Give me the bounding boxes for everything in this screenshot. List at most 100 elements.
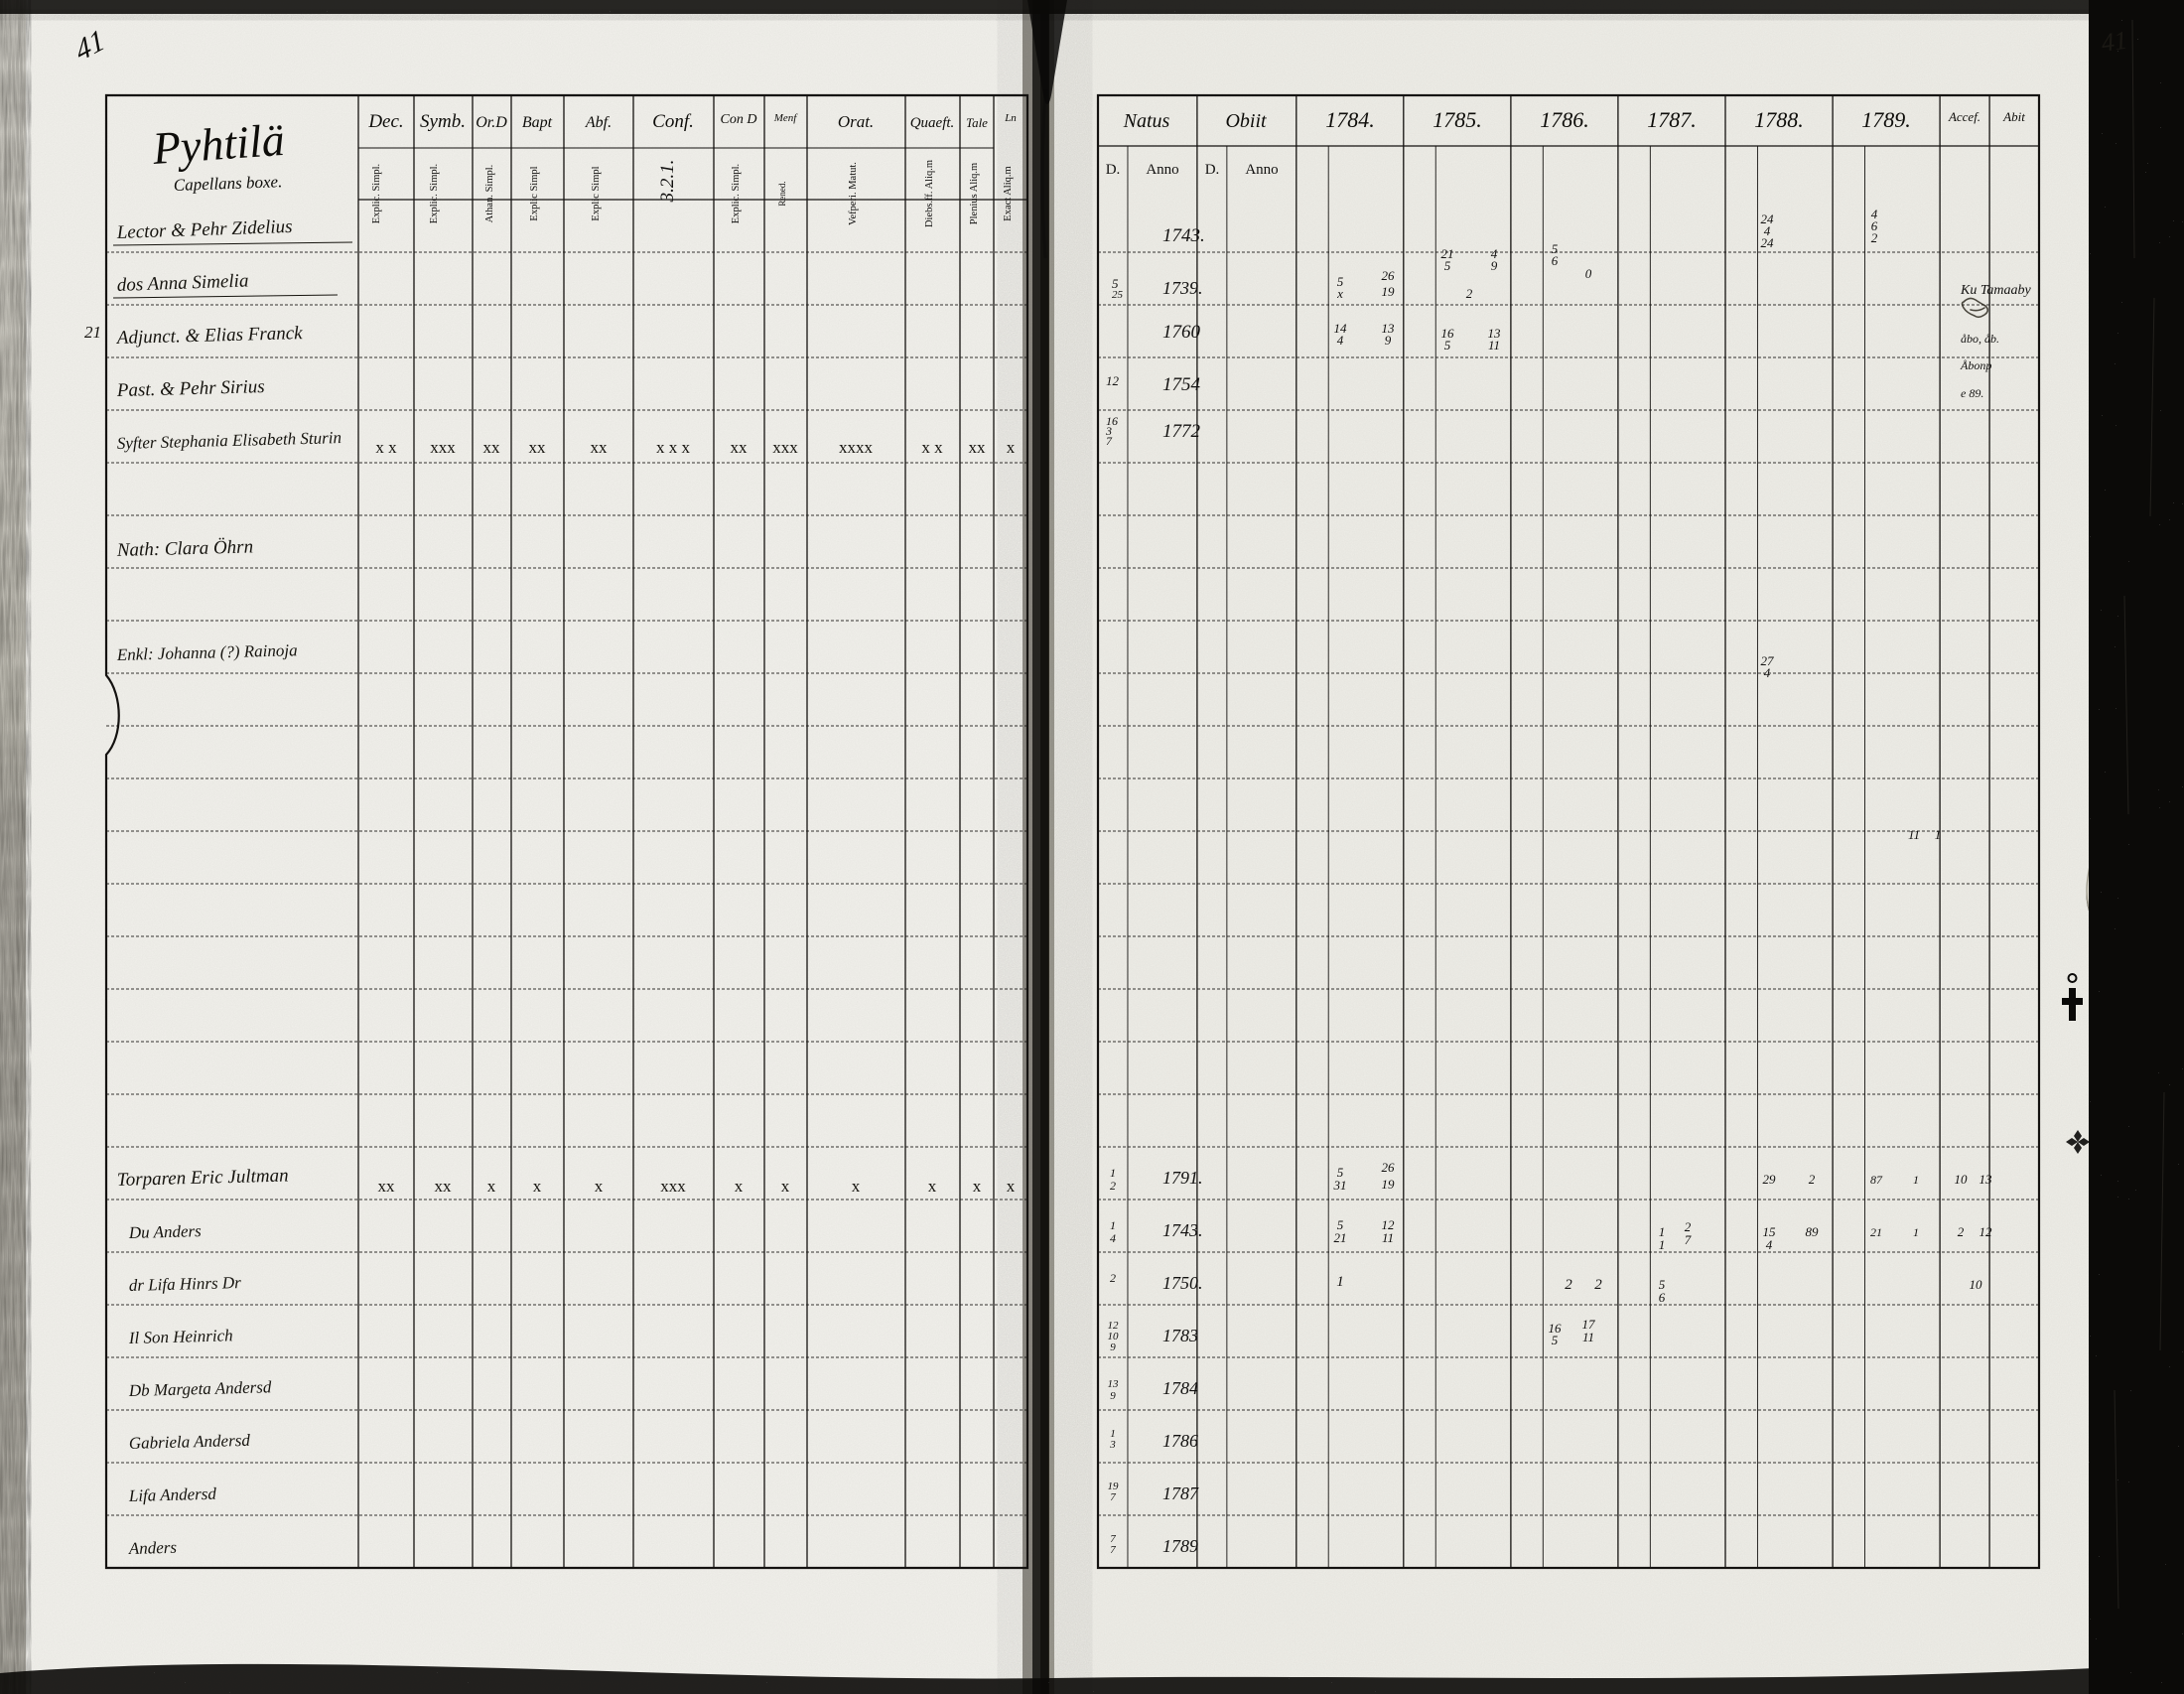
svg-text:2: 2 — [1110, 1179, 1116, 1193]
svg-text:2: 2 — [1871, 230, 1878, 245]
svg-text:1: 1 — [1336, 1274, 1344, 1290]
svg-text:Natus: Natus — [1123, 110, 1170, 132]
svg-text:xx: xx — [969, 438, 987, 457]
svg-text:Rened.: Rened. — [777, 181, 787, 206]
svg-text:Con D: Con D — [721, 112, 757, 127]
svg-text:1: 1 — [1110, 1166, 1116, 1180]
svg-text:1: 1 — [1659, 1237, 1666, 1252]
svg-text:2: 2 — [1466, 286, 1473, 301]
svg-text:xx: xx — [483, 438, 501, 457]
svg-text:12: 12 — [1106, 373, 1120, 388]
svg-text:9: 9 — [1385, 333, 1392, 348]
svg-text:1786: 1786 — [1162, 1431, 1198, 1451]
svg-text:2: 2 — [1809, 1172, 1816, 1187]
svg-text:Or.D: Or.D — [476, 114, 507, 131]
svg-text:5: 5 — [1552, 1333, 1559, 1347]
svg-text:2: 2 — [1565, 1277, 1572, 1293]
svg-text:Anno: Anno — [1146, 162, 1178, 178]
svg-text:D.: D. — [1205, 162, 1220, 178]
svg-text:12: 12 — [1979, 1224, 1993, 1239]
svg-text:4: 4 — [1337, 333, 1344, 348]
svg-text:Capellans boxe.: Capellans boxe. — [173, 172, 282, 195]
svg-text:9: 9 — [1110, 1390, 1116, 1402]
svg-text:1: 1 — [1110, 1218, 1116, 1232]
svg-text:7: 7 — [1110, 1491, 1116, 1503]
svg-text:Anno: Anno — [1245, 162, 1278, 178]
svg-text:x: x — [928, 1177, 937, 1196]
svg-text:9: 9 — [1110, 1341, 1116, 1353]
svg-text:1784: 1784 — [1162, 1378, 1198, 1398]
svg-text:x: x — [1336, 286, 1343, 301]
svg-text:1750.: 1750. — [1162, 1273, 1203, 1293]
svg-text:Diebs.ff. Aliq.m: Diebs.ff. Aliq.m — [924, 160, 935, 227]
svg-text:1786.: 1786. — [1540, 107, 1589, 132]
svg-text:Quaeft.: Quaeft. — [910, 115, 955, 131]
svg-text:7: 7 — [1106, 434, 1113, 448]
svg-text:1788.: 1788. — [1754, 107, 1804, 132]
svg-text:Anders: Anders — [128, 1538, 178, 1558]
svg-text:11: 11 — [1488, 338, 1500, 353]
svg-text:87: 87 — [1870, 1173, 1883, 1187]
svg-text:1789: 1789 — [1162, 1536, 1198, 1556]
svg-text:Explic Simpl: Explic Simpl — [591, 166, 602, 220]
svg-text:e 89.: e 89. — [1961, 386, 1983, 400]
svg-text:Vefperi. Matut.: Vefperi. Matut. — [848, 162, 859, 225]
svg-text:2: 2 — [1958, 1224, 1965, 1239]
svg-text:Athan. Simpl.: Athan. Simpl. — [484, 165, 495, 223]
svg-text:x x x: x x x — [656, 438, 691, 457]
svg-text:xx: xx — [591, 438, 609, 457]
svg-text:1: 1 — [1913, 1173, 1919, 1187]
svg-text:x: x — [1007, 438, 1016, 457]
svg-text:xxx: xxx — [430, 438, 456, 457]
svg-text:Obiit: Obiit — [1225, 110, 1267, 132]
svg-text:1787.: 1787. — [1647, 107, 1697, 132]
svg-text:xx: xx — [378, 1177, 396, 1196]
svg-text:x: x — [735, 1177, 744, 1196]
svg-text:x: x — [973, 1177, 982, 1196]
svg-text:åbo, åb.: åbo, åb. — [1961, 332, 1999, 346]
svg-text:11: 11 — [1582, 1330, 1594, 1344]
svg-text:24: 24 — [1761, 235, 1775, 250]
svg-text:Pyhtilä: Pyhtilä — [150, 114, 286, 174]
svg-text:Du Anders: Du Anders — [128, 1221, 203, 1242]
svg-text:1: 1 — [1913, 1225, 1919, 1239]
svg-text:21: 21 — [1334, 1230, 1347, 1245]
svg-text:3.2.1.: 3.2.1. — [657, 160, 678, 204]
svg-text:1760: 1760 — [1162, 322, 1201, 343]
svg-text:29: 29 — [1763, 1172, 1777, 1187]
svg-text:xxx: xxx — [660, 1177, 686, 1196]
svg-text:xxx: xxx — [772, 438, 798, 457]
svg-text:13: 13 — [1979, 1172, 1993, 1187]
svg-text:89: 89 — [1806, 1224, 1820, 1239]
svg-text:x: x — [1007, 1177, 1016, 1196]
svg-text:10: 10 — [1955, 1172, 1969, 1187]
svg-text:Conf.: Conf. — [652, 111, 694, 132]
svg-text:Explic. Simpl.: Explic. Simpl. — [731, 164, 742, 223]
svg-text:Exact Aliq.m: Exact Aliq.m — [1003, 166, 1014, 220]
svg-text:1: 1 — [1935, 827, 1942, 842]
svg-text:Db Margeta Andersd: Db Margeta Andersd — [128, 1377, 272, 1400]
svg-text:x: x — [595, 1177, 604, 1196]
svg-text:Il Son Heinrich: Il Son Heinrich — [128, 1326, 233, 1347]
svg-text:x: x — [852, 1177, 861, 1196]
svg-text:Ku Tamaaby: Ku Tamaaby — [1960, 283, 2031, 298]
svg-text:x x: x x — [921, 438, 943, 457]
svg-text:xx: xx — [529, 438, 547, 457]
svg-text:Explic. Simpl.: Explic. Simpl. — [429, 164, 440, 223]
svg-text:xxxx: xxxx — [839, 438, 874, 457]
svg-text:Nath: Clara Öhrn: Nath: Clara Öhrn — [116, 536, 254, 561]
svg-text:21: 21 — [1870, 1225, 1882, 1239]
svg-text:4: 4 — [1766, 1237, 1773, 1252]
svg-text:1789.: 1789. — [1861, 107, 1911, 132]
svg-text:xx: xx — [435, 1177, 453, 1196]
svg-text:1791.: 1791. — [1162, 1168, 1203, 1188]
svg-text:Orat.: Orat. — [838, 112, 874, 131]
svg-text:x: x — [533, 1177, 542, 1196]
svg-text:Lifa Andersd: Lifa Andersd — [128, 1484, 217, 1505]
svg-text:13: 13 — [1108, 1378, 1120, 1390]
svg-text:0: 0 — [1585, 266, 1592, 281]
svg-text:26: 26 — [1382, 1160, 1396, 1175]
svg-text:1772: 1772 — [1162, 421, 1201, 442]
svg-text:25: 25 — [1112, 289, 1124, 301]
svg-text:19: 19 — [1382, 1177, 1396, 1192]
